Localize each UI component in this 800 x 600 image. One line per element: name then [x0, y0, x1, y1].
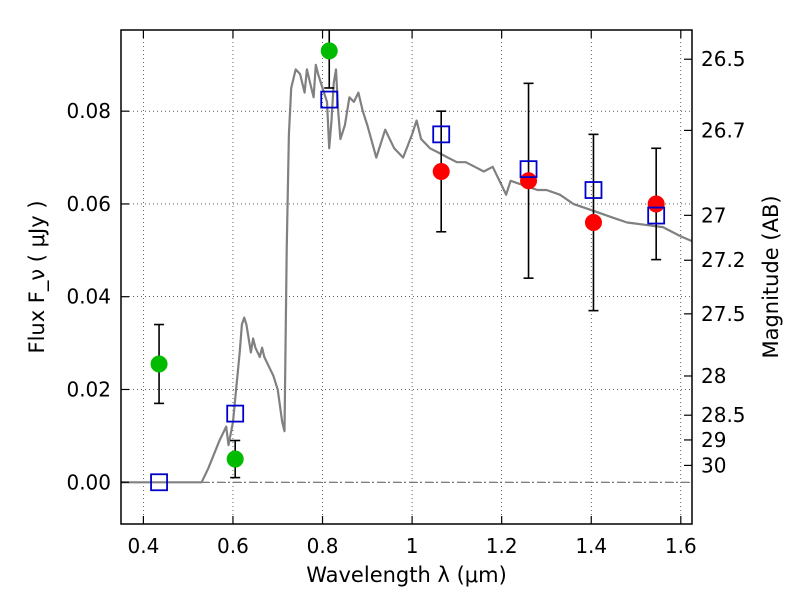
x-tick-label: 1.2 [486, 534, 518, 558]
data-point [432, 162, 450, 180]
data-point [226, 450, 244, 468]
y2-tick-label: 29 [701, 428, 726, 452]
y-tick-label: 0.06 [66, 192, 111, 216]
data-point-square [584, 181, 603, 199]
y-tick-label: 0.04 [66, 285, 111, 309]
y2-tick-label: 28.5 [701, 403, 746, 427]
x-axis-label: Wavelength λ (μm) [306, 563, 507, 587]
data-point [584, 213, 602, 231]
x-tick-label: 0.6 [217, 534, 249, 558]
y2-tick-label: 27.5 [701, 302, 746, 326]
data-point [150, 355, 168, 373]
secondary-y-axis-label: Magnitude (AB) [759, 195, 783, 358]
y-tick-label: 0.02 [66, 377, 111, 401]
data-point-square [320, 90, 339, 109]
y2-tick-label: 26.5 [701, 47, 746, 71]
data-point [647, 195, 665, 213]
axis-ticks: 0.4 0.6 0.8 1 1.2 1.4 1.6 0.00 0.02 0.04 0.06 0.08 2… [66, 30, 746, 558]
x-tick-label: 0.8 [307, 534, 339, 558]
y2-tick-label: 27 [701, 203, 726, 227]
y-axis-label: Flux F_ν ( μJy ) [25, 200, 50, 353]
x-tick-label: 1.6 [665, 534, 697, 558]
x-tick-label: 1.4 [575, 534, 607, 558]
data-point-square [150, 473, 168, 492]
y-tick-label: 0.08 [66, 99, 111, 123]
model-spectrum [121, 63, 693, 484]
data-point-square [432, 125, 451, 144]
data-point [520, 172, 538, 190]
y2-tick-label: 27.2 [701, 248, 746, 272]
y2-tick-label: 28 [701, 364, 726, 388]
y2-tick-label: 30 [701, 453, 726, 477]
y-tick-label: 0.00 [66, 470, 111, 494]
model-spectrum-line [121, 63, 693, 484]
data-point-square [226, 404, 245, 423]
plot-frame [120, 29, 693, 525]
data-markers [150, 42, 666, 492]
x-tick-label: 0.4 [127, 534, 159, 558]
y2-tick-label: 26.7 [701, 118, 746, 142]
data-point-square [519, 160, 538, 179]
data-point [320, 42, 338, 60]
x-tick-label: 1 [406, 534, 419, 558]
data-point-square [647, 206, 666, 225]
